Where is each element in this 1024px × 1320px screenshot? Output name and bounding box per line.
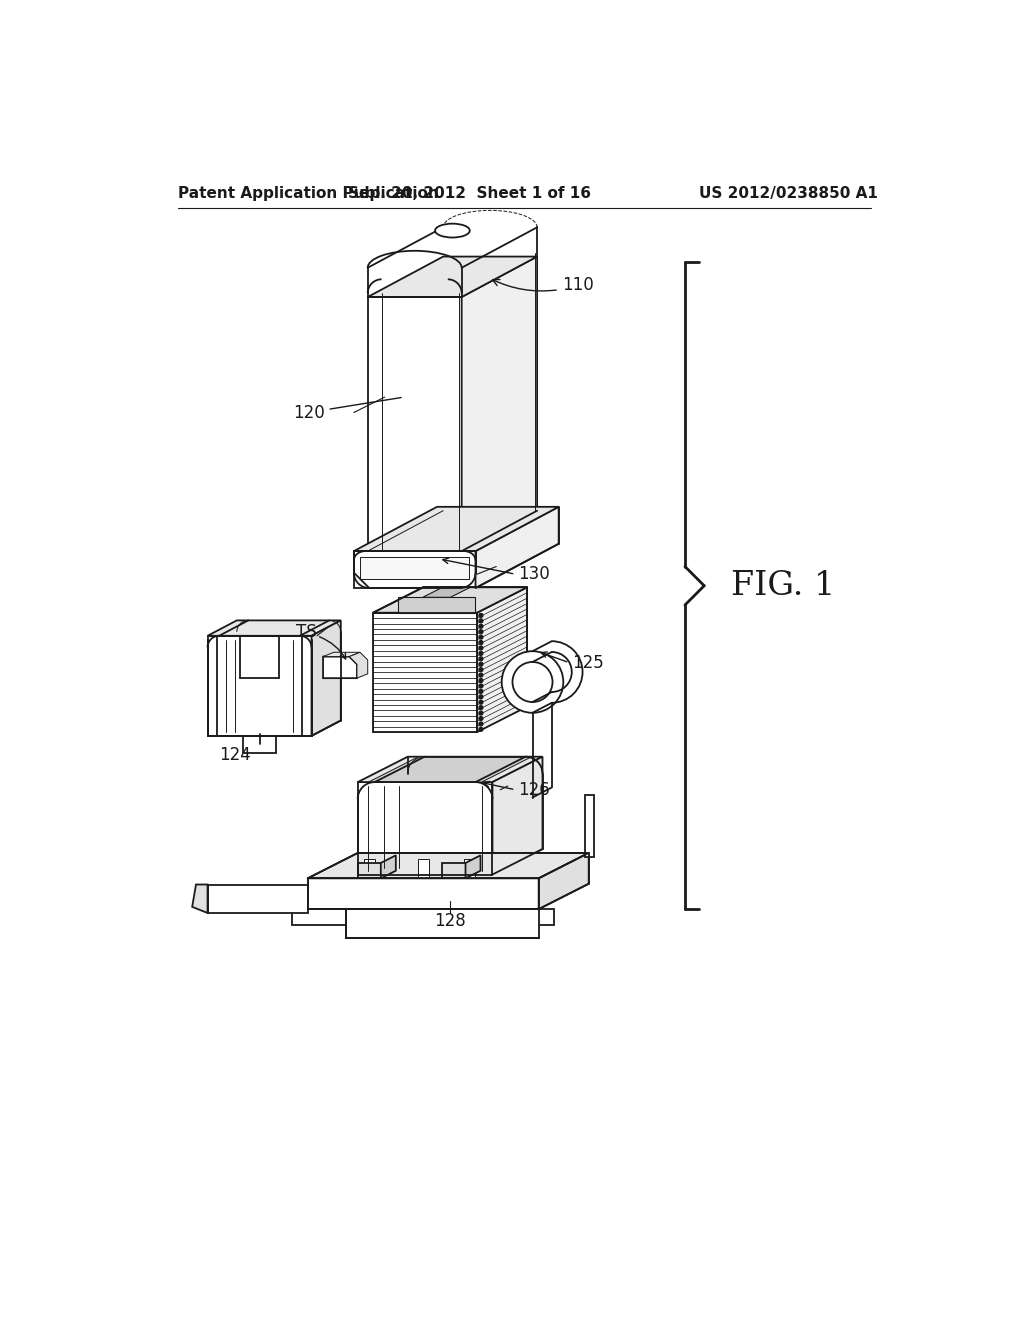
Circle shape [479, 640, 483, 644]
Circle shape [479, 678, 483, 682]
Text: US 2012/0238850 A1: US 2012/0238850 A1 [698, 186, 878, 201]
Circle shape [479, 722, 483, 726]
Circle shape [479, 717, 483, 721]
Polygon shape [208, 884, 307, 913]
Polygon shape [373, 700, 477, 705]
Circle shape [479, 652, 483, 655]
Polygon shape [373, 705, 477, 710]
Circle shape [479, 711, 483, 715]
Polygon shape [357, 863, 381, 878]
Polygon shape [373, 623, 477, 628]
Polygon shape [368, 297, 462, 552]
Circle shape [479, 706, 483, 710]
Polygon shape [464, 859, 475, 878]
Polygon shape [423, 587, 470, 598]
Text: Patent Application Publication: Patent Application Publication [178, 186, 439, 201]
Circle shape [479, 657, 483, 661]
Polygon shape [354, 552, 475, 589]
Polygon shape [539, 853, 589, 909]
Circle shape [479, 673, 483, 677]
Polygon shape [373, 721, 477, 726]
Circle shape [479, 694, 483, 698]
Text: 128: 128 [434, 912, 466, 929]
Polygon shape [462, 256, 538, 552]
Polygon shape [373, 656, 477, 661]
Polygon shape [373, 672, 477, 677]
Polygon shape [354, 507, 559, 552]
Polygon shape [193, 884, 208, 913]
Polygon shape [307, 853, 589, 878]
Polygon shape [292, 909, 554, 924]
Polygon shape [373, 689, 477, 694]
Polygon shape [373, 645, 477, 651]
Circle shape [479, 614, 483, 618]
Polygon shape [323, 652, 360, 656]
Circle shape [479, 635, 483, 639]
Polygon shape [357, 756, 543, 781]
Circle shape [479, 727, 483, 731]
Polygon shape [373, 635, 477, 640]
Ellipse shape [435, 223, 470, 238]
Polygon shape [373, 726, 477, 733]
Polygon shape [373, 667, 477, 672]
Polygon shape [357, 781, 493, 875]
Polygon shape [364, 859, 375, 878]
Circle shape [512, 663, 553, 702]
Text: 110: 110 [493, 276, 594, 294]
Polygon shape [373, 710, 477, 715]
Polygon shape [311, 620, 341, 737]
Polygon shape [369, 756, 531, 781]
Polygon shape [323, 656, 357, 678]
Circle shape [479, 701, 483, 704]
Polygon shape [208, 636, 311, 737]
Circle shape [502, 651, 563, 713]
Polygon shape [442, 863, 466, 878]
Circle shape [479, 684, 483, 688]
Polygon shape [373, 651, 477, 656]
Polygon shape [360, 557, 469, 579]
Polygon shape [373, 694, 477, 700]
Polygon shape [477, 587, 527, 733]
Polygon shape [373, 587, 527, 612]
Polygon shape [418, 859, 429, 878]
Text: Sep. 20, 2012  Sheet 1 of 16: Sep. 20, 2012 Sheet 1 of 16 [348, 186, 591, 201]
Text: 120: 120 [293, 397, 401, 421]
Polygon shape [381, 855, 396, 878]
Polygon shape [368, 256, 538, 297]
Text: TS: TS [296, 623, 316, 642]
Polygon shape [373, 677, 477, 684]
Circle shape [479, 668, 483, 672]
Polygon shape [346, 909, 539, 939]
Polygon shape [243, 737, 276, 752]
Polygon shape [208, 620, 341, 636]
Polygon shape [373, 612, 477, 618]
Polygon shape [398, 598, 475, 612]
Text: 130: 130 [518, 565, 550, 583]
Text: 125: 125 [571, 653, 603, 672]
Polygon shape [475, 507, 559, 589]
Polygon shape [493, 756, 543, 875]
Circle shape [479, 624, 483, 628]
Circle shape [479, 619, 483, 623]
Polygon shape [373, 618, 477, 623]
Circle shape [479, 645, 483, 649]
Text: FIG. 1: FIG. 1 [731, 570, 836, 602]
Polygon shape [373, 661, 477, 667]
Polygon shape [307, 878, 539, 909]
Polygon shape [466, 855, 480, 878]
Circle shape [479, 630, 483, 634]
Text: 126: 126 [518, 781, 550, 799]
Polygon shape [373, 628, 477, 635]
Polygon shape [373, 684, 477, 689]
Polygon shape [373, 640, 477, 645]
Circle shape [479, 689, 483, 693]
Text: 124: 124 [219, 746, 251, 764]
Circle shape [479, 663, 483, 667]
Polygon shape [585, 795, 594, 857]
Polygon shape [373, 715, 477, 721]
Polygon shape [349, 652, 368, 678]
